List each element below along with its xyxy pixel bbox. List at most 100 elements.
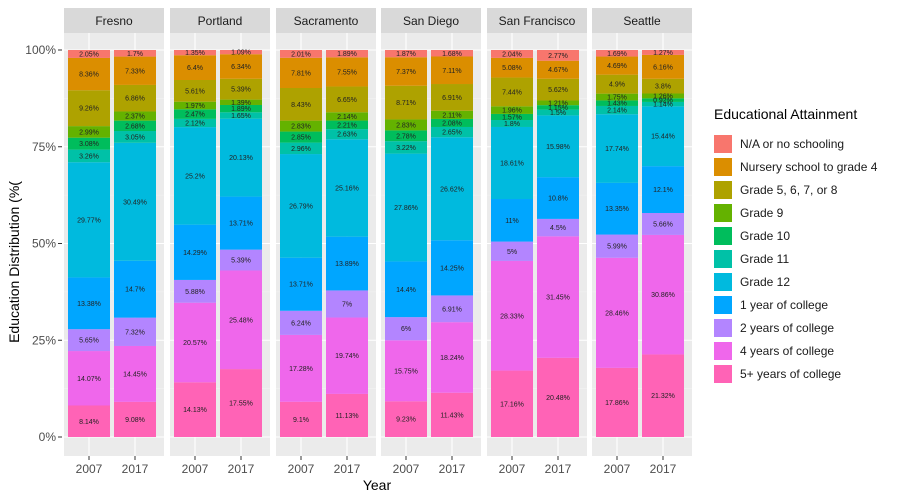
bar-segment-1-year-of-college xyxy=(174,224,216,280)
data-label: 1.26% xyxy=(653,93,673,100)
bar-segment-grade-5-6-7-or-8 xyxy=(596,74,638,94)
data-label: 11.13% xyxy=(335,413,358,420)
bar-segment-grade-5-6-7-or-8 xyxy=(491,77,533,107)
bar-segment-n-a-or-no-schooling xyxy=(596,50,638,57)
data-label: 6.86% xyxy=(125,96,145,103)
bar-segment-grade-9 xyxy=(385,119,427,131)
data-label: 2.12% xyxy=(185,120,205,127)
data-label: 25.16% xyxy=(335,185,359,192)
bar-segment-grade-11 xyxy=(385,141,427,154)
bar-segment-grade-11 xyxy=(280,142,322,155)
bar-segment-grade-11 xyxy=(537,109,579,116)
data-label: 17.86% xyxy=(605,400,629,407)
bar-segment-grade-11 xyxy=(596,105,638,115)
legend-item-2-years-of-college: 2 years of college xyxy=(714,316,877,339)
data-label: 5.39% xyxy=(231,258,251,265)
y-axis: 0% 25% 50% 75% 100% xyxy=(25,43,62,444)
bar-segment-grade-12 xyxy=(431,137,473,241)
bar-segment-grade-10 xyxy=(68,137,110,150)
data-label: 13.38% xyxy=(77,301,101,308)
bar-segment-grade-11 xyxy=(220,112,262,119)
data-label: 7.11% xyxy=(442,68,461,75)
legend-label: Grade 9 xyxy=(740,205,784,220)
data-label: 14.4% xyxy=(396,287,416,294)
bar-portland-2017: 17.55%25.48%5.39%13.71%20.13%1.65%1.89%1… xyxy=(220,50,262,437)
legend-swatch xyxy=(714,134,732,153)
bar-segment-4-years-of-college xyxy=(280,334,322,402)
data-label: 29.77% xyxy=(77,217,101,224)
bar-segment-grade-10 xyxy=(537,105,579,110)
data-label: 1.14% xyxy=(653,102,673,109)
data-label: 14.29% xyxy=(183,250,207,257)
legend-label: Grade 10 xyxy=(740,228,791,243)
bar-san-diego-2007: 9.23% 15.75% 6% 14.4% 27.86% 3.22% 2.78% 2.83% 8… xyxy=(385,50,427,437)
bar-segment-grade-5-6-7-or-8 xyxy=(220,78,262,100)
data-label: 1.69% xyxy=(607,51,627,58)
bar-segment-5-years-of-college xyxy=(537,357,579,437)
data-label: 1.57% xyxy=(502,114,522,121)
data-label: 5.61% xyxy=(185,88,205,95)
data-label: 15.98% xyxy=(546,144,570,151)
data-label: 2.83% xyxy=(291,124,311,131)
bar-segment-grade-5-6-7-or-8 xyxy=(326,86,368,113)
data-label: 15.75% xyxy=(394,368,418,375)
data-label: 31.45% xyxy=(546,295,570,302)
bar-segment-grade-10 xyxy=(220,104,262,113)
data-label: 8.43% xyxy=(291,102,311,109)
bar-segment-4-years-of-college xyxy=(326,317,368,394)
bar-segment-grade-10 xyxy=(491,113,533,121)
facet-title: San Francisco xyxy=(499,14,576,28)
bar-segment-grade-12 xyxy=(174,127,216,225)
data-label: 8.14% xyxy=(79,419,99,426)
data-label: 6% xyxy=(401,326,411,333)
data-label: 2.14% xyxy=(607,108,627,115)
bar-segment-grade-12 xyxy=(220,118,262,197)
legend-swatch xyxy=(714,203,732,222)
data-label: 4.67% xyxy=(548,67,568,74)
data-label: 13.89% xyxy=(335,261,359,268)
bar-segment-n-a-or-no-schooling xyxy=(642,50,684,55)
bar-segment-nursery-school-to-grade-4 xyxy=(114,56,156,85)
bar-segment-1-year-of-college xyxy=(114,260,156,318)
bar-segment-2-years-of-college xyxy=(431,295,473,323)
y-tick-label: 100% xyxy=(25,43,56,57)
data-label: 12.1% xyxy=(653,187,673,194)
data-label: 1.68% xyxy=(442,51,462,58)
bar-segment-nursery-school-to-grade-4 xyxy=(385,57,427,86)
data-label: 2.77% xyxy=(548,53,568,60)
legend-label: Grade 11 xyxy=(740,251,790,266)
bar-segment-grade-5-6-7-or-8 xyxy=(431,84,473,111)
legend-title: Educational Attainment xyxy=(714,106,858,122)
legend-item-5-years-of-college: 5+ years of college xyxy=(714,362,877,385)
legend-swatch xyxy=(714,272,732,291)
bar-segment-1-year-of-college xyxy=(68,277,110,330)
data-label: 7.33% xyxy=(125,68,145,75)
bar-segment-grade-10 xyxy=(326,120,368,130)
legend-label: 1 year of college xyxy=(740,297,829,312)
bar-segment-grade-12 xyxy=(280,154,322,258)
bar-segment-grade-9 xyxy=(326,112,368,121)
data-label: 17.28% xyxy=(289,366,313,373)
data-label: 21.32% xyxy=(651,393,675,400)
bar-segment-n-a-or-no-schooling xyxy=(326,50,368,58)
legend-item-grade-12: Grade 12 xyxy=(714,270,877,293)
bar-segment-4-years-of-college xyxy=(431,322,473,393)
data-label: 17.74% xyxy=(605,146,629,153)
data-label: 14.25% xyxy=(440,265,464,272)
bar-san-diego-2017: 11.43% 18.24% 6.91% 14.25% 26.62% 2.65% 2.08%2… xyxy=(431,50,473,437)
bar-segment-nursery-school-to-grade-4 xyxy=(491,57,533,78)
data-label: 0.92% xyxy=(653,98,673,105)
legend-label: N/A or no schooling xyxy=(740,136,845,151)
bar-segment-2-years-of-college xyxy=(385,317,427,341)
facet-title: Fresno xyxy=(95,14,133,28)
legend-item-4-years-of-college: 4 years of college xyxy=(714,339,877,362)
data-label: 20.13% xyxy=(229,155,253,162)
bar-segment-2-years-of-college xyxy=(326,290,368,318)
bar-segment-4-years-of-college xyxy=(537,236,579,358)
data-label: 1.21% xyxy=(548,100,568,107)
bar-segment-n-a-or-no-schooling xyxy=(68,50,110,58)
bar-segment-grade-9 xyxy=(596,93,638,101)
facet-panel-fresno: Fresno 8.14% 14.07% 5.65% 13.38% 29.77% 3.26% 3… xyxy=(64,8,164,476)
bar-segment-4-years-of-college xyxy=(114,345,156,402)
data-label: 26.62% xyxy=(440,186,464,193)
